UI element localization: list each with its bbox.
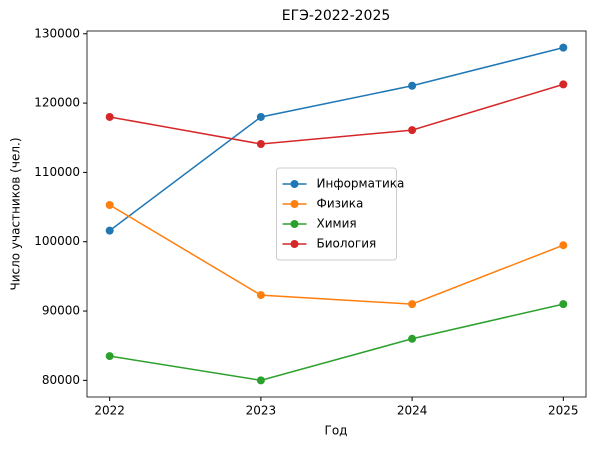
x-tick-label: 2023 [246, 404, 277, 418]
data-point [408, 334, 417, 343]
x-axis-label: Год [325, 424, 348, 438]
y-tick-label: 120000 [34, 96, 80, 110]
data-point [105, 112, 114, 121]
x-tick-label: 2024 [397, 404, 428, 418]
legend-marker [290, 240, 299, 248]
legend-box [276, 167, 397, 261]
y-tick-label: 100000 [34, 234, 80, 248]
x-tick-label: 2025 [548, 404, 579, 418]
data-point [105, 352, 114, 361]
plot-frame [86, 30, 587, 398]
data-point [256, 139, 265, 148]
legend-marker [290, 180, 299, 188]
series-line [109, 83, 564, 145]
series-line [109, 303, 564, 382]
data-point [559, 43, 568, 52]
data-point [408, 126, 417, 135]
y-tick-label: 90000 [42, 304, 80, 318]
y-tick-label: 130000 [34, 26, 80, 40]
y-axis-label: Число участников (чел.) [9, 137, 23, 290]
legend-label: Химия [317, 217, 357, 231]
data-point [408, 300, 417, 309]
data-point [256, 376, 265, 385]
legend-marker [290, 200, 299, 208]
data-point [559, 80, 568, 89]
y-tick-label: 80000 [42, 373, 80, 387]
data-point [105, 200, 114, 209]
legend-label: Физика [317, 197, 364, 211]
data-point [559, 300, 568, 309]
data-point [105, 226, 114, 235]
series-line [109, 46, 564, 232]
x-tick-label: 2022 [94, 404, 125, 418]
data-point [408, 81, 417, 90]
y-tick-label: 110000 [34, 165, 80, 179]
chart-title: ЕГЭ-2022-2025 [282, 8, 391, 24]
legend: Информатика Физика Химия Биология [276, 167, 405, 261]
data-point [256, 291, 265, 300]
data-point [256, 112, 265, 121]
data-point [559, 241, 568, 250]
legend-label: Информатика [317, 177, 405, 191]
series-line [109, 204, 564, 305]
legend-marker [290, 220, 299, 228]
legend-label: Биология [317, 237, 377, 251]
